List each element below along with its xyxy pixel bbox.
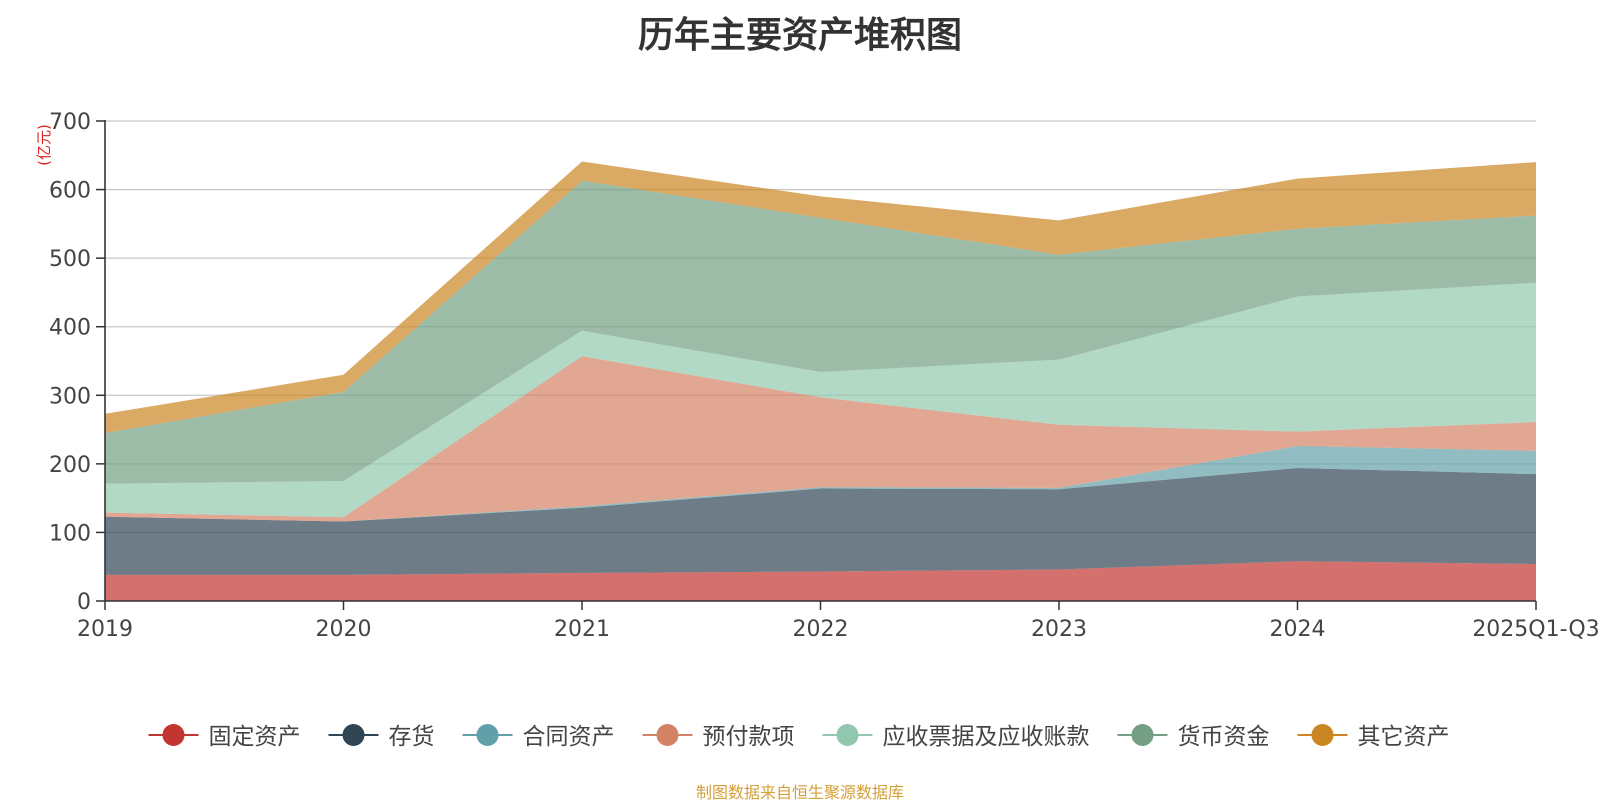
legend-item-2[interactable]: 合同资产 bbox=[462, 724, 615, 750]
legend-marker bbox=[1311, 724, 1334, 746]
legend-marker bbox=[342, 724, 365, 746]
legend-item-5[interactable]: 货币资金 bbox=[1117, 724, 1270, 750]
area-series-5 bbox=[105, 180, 1536, 484]
axes: 0 100 200 300 400 500 600 700 2019 2020 2021 2022 20… bbox=[49, 110, 1600, 642]
legend-marker bbox=[162, 724, 185, 746]
legend-label: 合同资产 bbox=[523, 724, 615, 750]
legend-label: 预付款项 bbox=[703, 724, 795, 750]
x-tick-label: 2020 bbox=[316, 617, 372, 642]
y-tick-label: 400 bbox=[49, 316, 91, 341]
y-tick-label: 0 bbox=[77, 590, 91, 615]
area-series-4 bbox=[105, 282, 1536, 518]
source-note: 制图数据来自恒生聚源数据库 bbox=[695, 783, 904, 802]
legend-item-4[interactable]: 应收票据及应收账款 bbox=[822, 724, 1090, 750]
legend-item-3[interactable]: 预付款项 bbox=[642, 724, 795, 750]
y-tick-label: 600 bbox=[49, 179, 91, 204]
legend-marker bbox=[836, 724, 859, 746]
area-series-0 bbox=[105, 561, 1536, 601]
legend-label: 固定资产 bbox=[209, 724, 301, 750]
y-tick-label: 700 bbox=[49, 110, 91, 135]
legend-label: 应收票据及应收账款 bbox=[883, 724, 1090, 750]
y-tick-label: 100 bbox=[49, 521, 91, 546]
y-tick-label: 200 bbox=[49, 453, 91, 478]
y-tick-label: 300 bbox=[49, 384, 91, 409]
area-series-6 bbox=[105, 161, 1536, 433]
legend-label: 存货 bbox=[389, 724, 435, 750]
area-series-1 bbox=[105, 468, 1536, 575]
chart-title: 历年主要资产堆积图 bbox=[637, 15, 962, 56]
x-tick-label: 2021 bbox=[554, 617, 610, 642]
area-series-2 bbox=[105, 446, 1536, 522]
legend-item-0[interactable]: 固定资产 bbox=[148, 724, 301, 750]
legend-marker bbox=[476, 724, 499, 746]
x-tick-label: 2024 bbox=[1270, 617, 1326, 642]
area-series bbox=[105, 161, 1536, 601]
x-tick-label: 2019 bbox=[77, 617, 133, 642]
x-tick-label: 2025Q1-Q3 bbox=[1472, 617, 1599, 642]
legend-marker bbox=[1131, 724, 1154, 746]
y-axis-unit-label: (亿元) bbox=[35, 124, 53, 166]
legend-label: 货币资金 bbox=[1178, 724, 1270, 750]
x-tick-label: 2022 bbox=[793, 617, 849, 642]
x-tick-label: 2023 bbox=[1031, 617, 1087, 642]
area-series-3 bbox=[105, 356, 1536, 522]
legend-item-6[interactable]: 其它资产 bbox=[1297, 724, 1450, 750]
legend[interactable]: 固定资产 存货 合同资产 预付款项 应收票据及应收账款 货币资金 其它资产 bbox=[148, 724, 1450, 750]
legend-label: 其它资产 bbox=[1358, 724, 1450, 750]
legend-item-1[interactable]: 存货 bbox=[328, 724, 435, 750]
y-tick-label: 500 bbox=[49, 247, 91, 272]
legend-marker bbox=[656, 724, 679, 746]
